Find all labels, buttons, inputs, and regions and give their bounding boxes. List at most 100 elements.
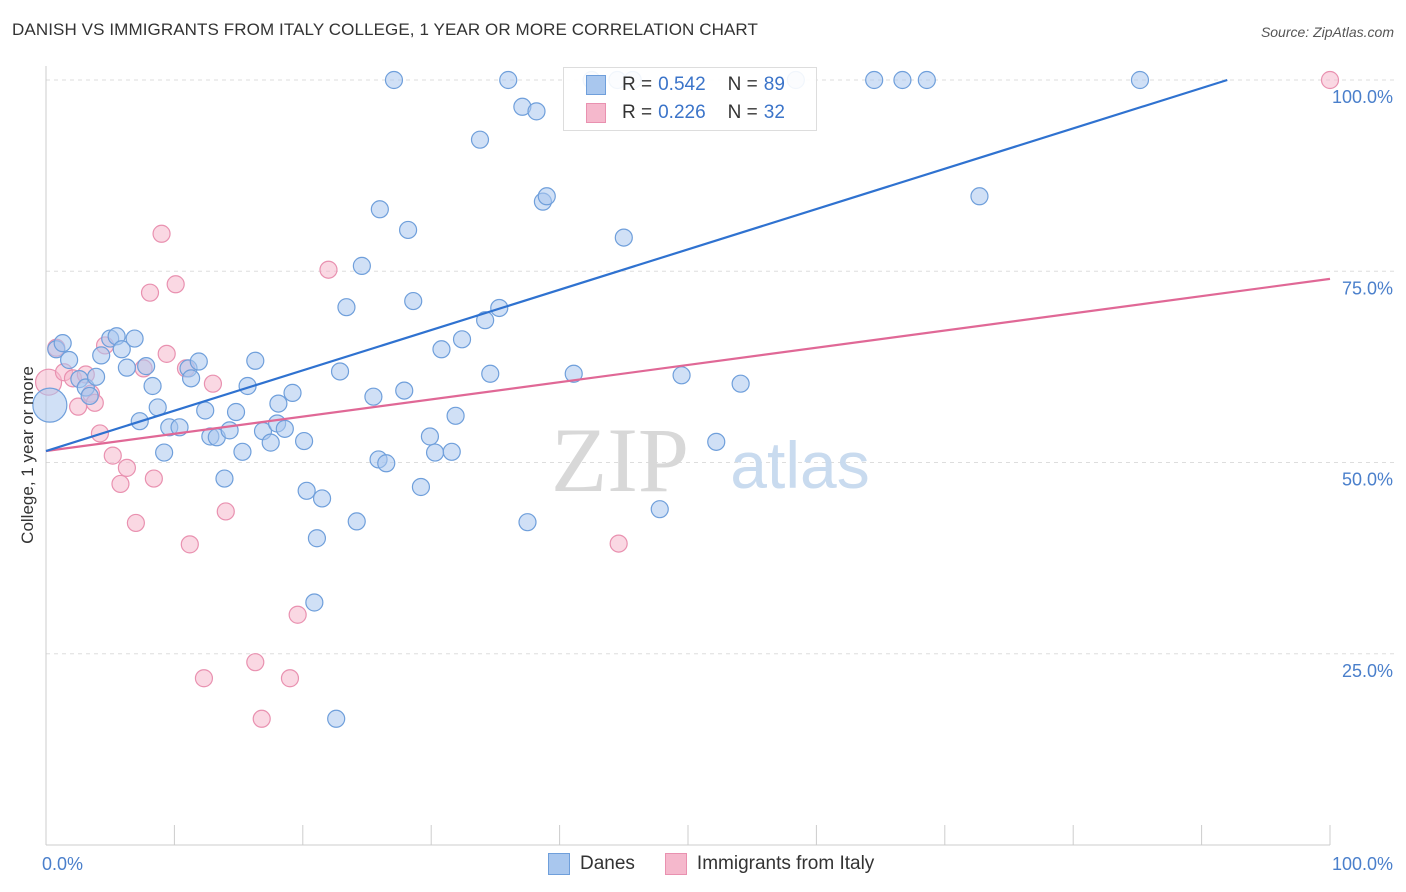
danes-point [1130,70,1150,90]
danes-points [32,70,1150,728]
trend-lines [45,78,1331,453]
italy-point [103,446,122,465]
watermark-zip: ZIP [551,409,689,511]
italy-point [216,502,235,521]
source-label: Source: ZipAtlas.com [1260,24,1394,40]
danes-point [614,228,633,247]
italy-point [203,374,223,393]
italy-point [246,653,265,672]
legend-n-label: N = [727,74,758,95]
italy-legend-swatch [664,853,687,875]
danes-point [564,364,583,383]
danes-point [112,340,131,359]
danes-point [432,340,451,359]
danes-point [155,443,174,462]
italy-point [252,709,271,728]
danes-point [137,357,156,376]
danes-point [283,383,302,402]
danes-point [452,330,472,349]
legend-item-danes: Danes [548,853,635,875]
legend-r-label: R = [622,74,653,95]
legend-label-danes: Danes [580,853,635,874]
danes-point [226,402,246,422]
danes-point [865,70,884,90]
danes-point [499,70,518,90]
danes-point [294,431,314,451]
chart-title: DANISH VS IMMIGRANTS FROM ITALY COLLEGE,… [12,20,758,39]
danes-point [672,366,691,385]
danes-point [404,291,423,311]
danes-point [60,350,79,370]
danes-point [312,489,332,508]
danes-legend-swatch [548,853,570,875]
danes-point [220,421,239,440]
danes-point [117,358,136,377]
danes-point [275,419,294,438]
danes-point [527,102,546,121]
danes-point [32,387,68,423]
danes-point [297,481,316,500]
italy-point [144,469,163,488]
italy-point [126,513,145,533]
legend-r-value: 0.542 [658,74,706,95]
italy-points [34,70,1340,728]
axes [45,66,1331,846]
danes-point [395,381,414,400]
italy-point [1320,70,1340,90]
y-tick-label: 100.0% [1332,87,1393,107]
danes-point [917,70,936,90]
danes-point [384,70,404,90]
legend-item-italy: Immigrants from Italy [664,853,875,875]
danes-point [125,329,144,348]
danes-point [398,220,418,240]
y-tick-label: 75.0% [1342,278,1393,298]
danes-point [650,500,669,519]
italy-point [288,605,307,624]
watermark: ZIP atlas [551,409,870,511]
italy-point [166,275,185,294]
danes-point [261,433,280,452]
danes-point [215,469,234,488]
italy-point [319,260,338,279]
danes-point [893,70,912,90]
danes-point [970,187,989,206]
italy-point [609,534,628,553]
legend-row-danes: R = 0.542 N = 89 [586,73,785,97]
danes-point [307,529,327,548]
danes-point [246,351,265,370]
danes-point [92,346,111,365]
danes-point [420,427,440,446]
legend-r-label: R = [622,102,653,123]
danes-point [370,200,389,219]
italy-point [280,669,300,688]
danes-point [707,432,726,451]
danes-point [377,454,396,473]
danes-point [731,374,750,393]
grid-lines [46,79,1395,655]
danes-point [364,387,383,406]
stats-legend: R = 0.542 N = 89 R = 0.226 N = 32 [563,67,817,131]
danes-point [337,298,356,317]
italy-point [140,283,160,302]
danes-point [446,406,465,425]
italy-point [152,224,171,243]
legend-n-value: 89 [763,74,785,95]
x-tick-label: 0.0% [42,854,83,874]
legend-n-value: 32 [763,102,785,123]
danes-point [143,376,162,396]
x-tick-label: 100.0% [1332,854,1393,874]
danes-point [327,709,346,728]
italy-swatch [586,103,606,123]
danes-point [347,512,366,531]
danes-point [196,401,215,420]
italy-point [111,474,130,494]
legend-label-italy: Immigrants from Italy [696,853,875,874]
tick-labels: 25.0% 50.0% 75.0% 100.0% 0.0% 100.0% [42,87,1393,874]
danes-point [352,256,371,275]
danes-point [233,442,252,461]
italy-point [180,535,199,554]
legend-n-label: N = [727,102,758,123]
watermark-atlas: atlas [730,428,869,502]
danes-point [425,443,445,462]
